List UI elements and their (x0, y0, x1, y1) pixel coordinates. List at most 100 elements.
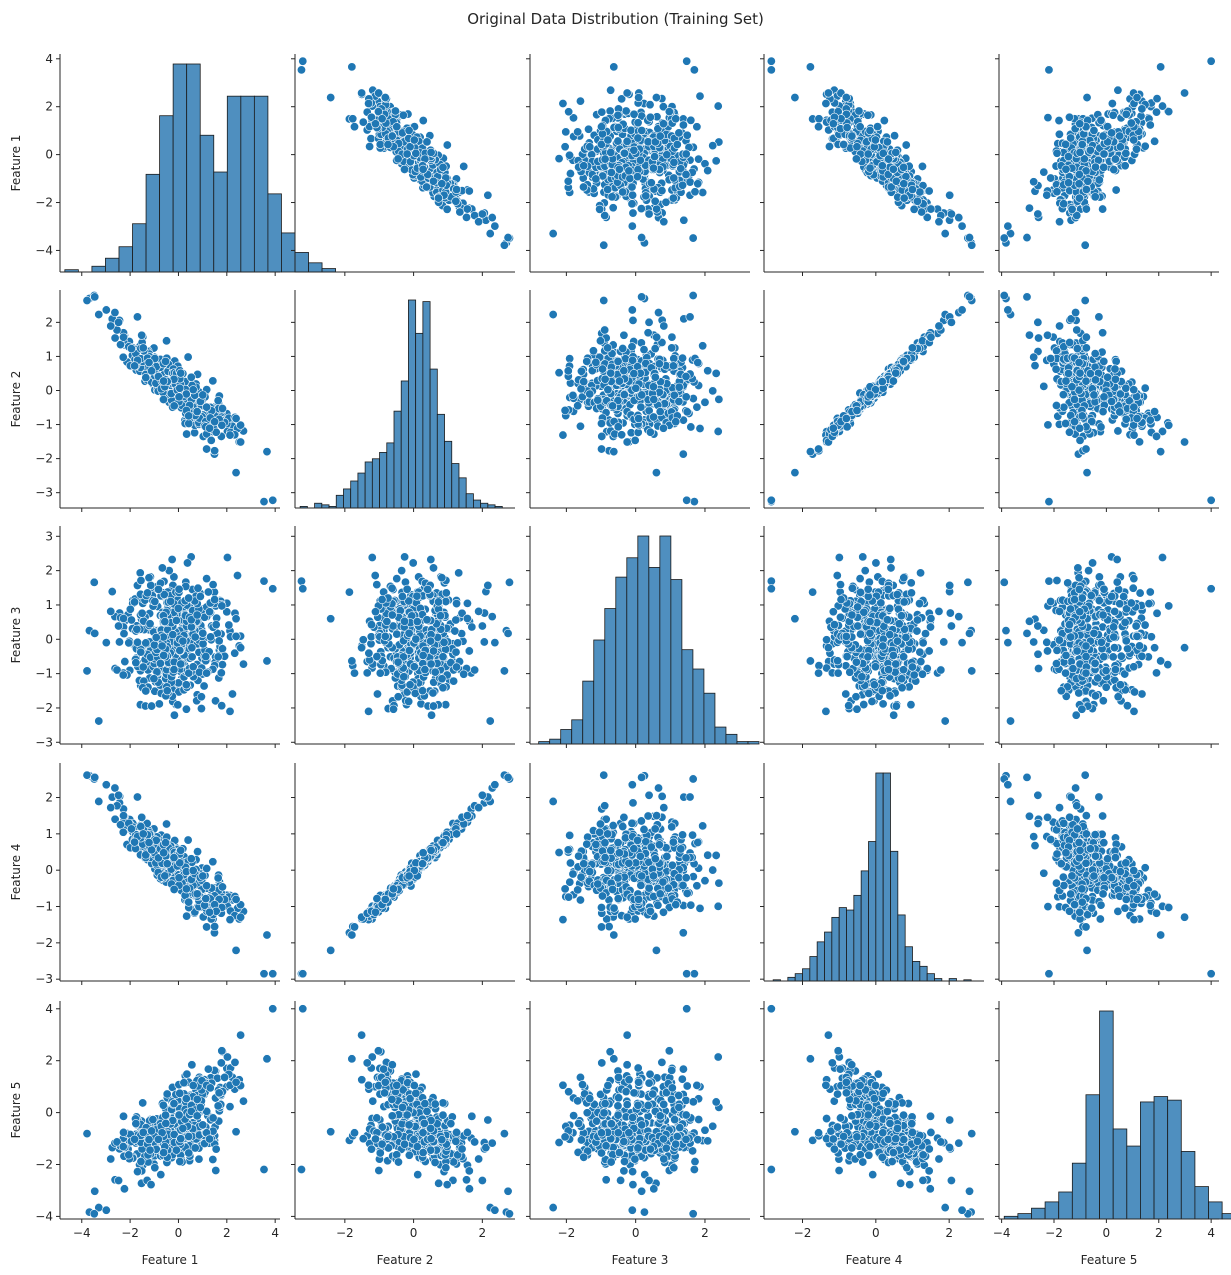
scatter-point (999, 233, 1009, 243)
scatter-point (1107, 397, 1117, 407)
scatter-point (1164, 420, 1174, 430)
scatter-point (882, 137, 892, 147)
scatter-point (196, 692, 206, 702)
scatter-point (613, 356, 623, 366)
scatter-point (1098, 328, 1108, 338)
scatter-point (629, 145, 639, 155)
scatter-point (106, 606, 116, 616)
scatter-point (1064, 112, 1074, 122)
scatter-point (236, 643, 246, 653)
scatter-point (231, 614, 241, 624)
scatter-point (1113, 426, 1123, 436)
scatter-point (613, 110, 623, 120)
scatter-point (1089, 390, 1099, 400)
scatter-point (865, 390, 875, 400)
scatter-point (217, 660, 227, 670)
scatter-point (217, 644, 227, 654)
scatter-point (462, 204, 472, 214)
scatter-point (1077, 411, 1087, 421)
scatter-point (934, 217, 944, 227)
scatter-point (627, 182, 637, 192)
scatter-point (637, 292, 647, 302)
scatter-point (187, 643, 197, 653)
scatter-point (713, 426, 723, 436)
scatter-point (1024, 203, 1034, 213)
panel-r2-c4 (760, 290, 984, 512)
scatter-point (655, 407, 665, 417)
scatter-point (568, 390, 578, 400)
scatter-point (268, 584, 278, 594)
scatter-point (205, 423, 215, 433)
scatter-point (124, 638, 134, 648)
scatter-point (1090, 349, 1100, 359)
scatter-point (135, 568, 145, 578)
scatter-point (174, 392, 184, 402)
scatter-point (828, 423, 838, 433)
scatter-point (173, 700, 183, 710)
scatter-point (101, 305, 111, 315)
scatter-point (474, 217, 484, 227)
scatter-point (125, 604, 135, 614)
scatter-point (564, 107, 574, 117)
scatter-point (1064, 427, 1074, 437)
hist-bar (473, 499, 482, 509)
scatter-point (144, 358, 154, 368)
scatter-point (138, 343, 148, 353)
scatter-point (563, 366, 573, 376)
scatter-point (326, 93, 336, 103)
scatter-point (162, 336, 172, 346)
scatter-point (1039, 167, 1049, 177)
scatter-point (126, 615, 136, 625)
scatter-point (633, 118, 643, 128)
scatter-point (669, 157, 679, 167)
scatter-point (708, 141, 718, 151)
scatter-point (398, 110, 408, 120)
scatter-point (682, 130, 692, 140)
scatter-point (805, 62, 815, 72)
scatter-point (169, 710, 179, 720)
scatter-point (1081, 332, 1091, 342)
scatter-point (150, 597, 160, 607)
scatter-point (462, 598, 472, 608)
scatter-point (689, 65, 699, 75)
hist-bar (159, 115, 174, 273)
scatter-point (899, 162, 909, 172)
scatter-point (603, 185, 613, 195)
scatter-point (1111, 185, 1121, 195)
hist-bar (393, 410, 402, 509)
scatter-point (119, 332, 129, 342)
scatter-point (1051, 364, 1061, 374)
scatter-point (667, 332, 677, 342)
scatter-point (225, 706, 235, 716)
scatter-point (147, 701, 157, 711)
scatter-point (1115, 131, 1125, 141)
scatter-point (957, 305, 967, 315)
scatter-point (595, 204, 605, 214)
scatter-point (628, 208, 638, 218)
scatter-point (654, 308, 664, 318)
hist-bar (379, 452, 388, 509)
scatter-point (202, 668, 212, 678)
scatter-point (668, 361, 678, 371)
hist-bar (240, 95, 255, 273)
scatter-point (347, 656, 357, 666)
scatter-point (891, 147, 901, 157)
scatter-point (1064, 178, 1074, 188)
scatter-point (259, 576, 269, 586)
scatter-point (560, 142, 570, 152)
scatter-point (588, 346, 598, 356)
scatter-point (689, 497, 699, 507)
scatter-point (442, 140, 452, 150)
scatter-point (450, 626, 460, 636)
scatter-point (863, 149, 873, 159)
scatter-point (618, 343, 628, 353)
scatter-point (217, 403, 227, 413)
hist-bar (465, 493, 474, 509)
scatter-point (575, 96, 585, 106)
scatter-point (1042, 190, 1052, 200)
scatter-point (1081, 343, 1091, 353)
scatter-point (154, 699, 164, 709)
scatter-point (119, 629, 129, 639)
scatter-point (1140, 383, 1150, 393)
scatter-point (183, 352, 193, 362)
